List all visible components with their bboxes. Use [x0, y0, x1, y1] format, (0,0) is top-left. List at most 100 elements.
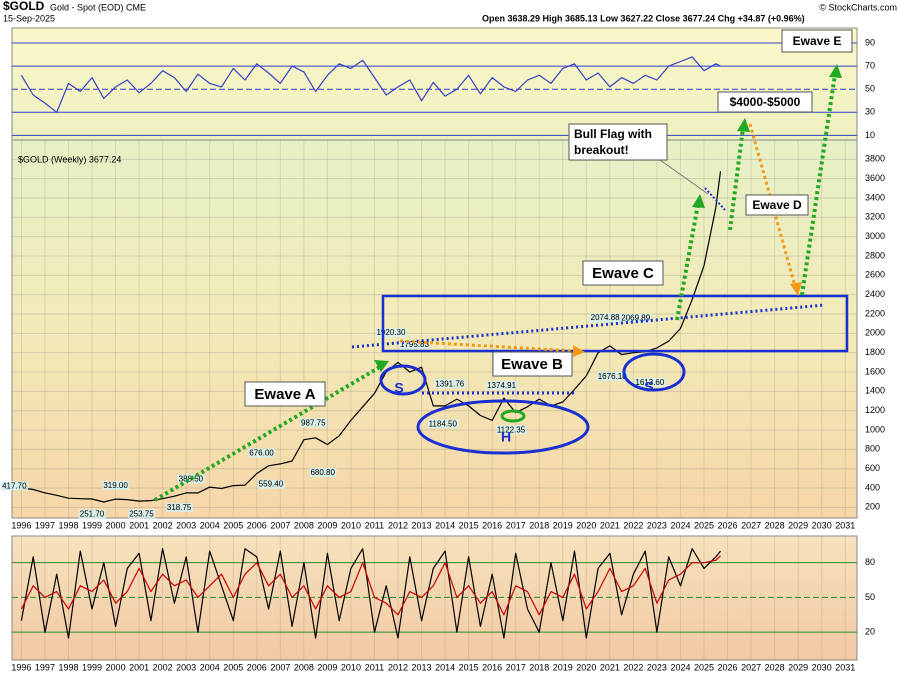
arrow-head: [374, 360, 389, 372]
y-tick-label: 600: [865, 463, 880, 473]
y-tick-label: 3200: [865, 212, 885, 222]
x-tick-label: 2025: [694, 520, 714, 530]
y-tick-label: 50: [865, 84, 875, 94]
price-label-bg: [165, 502, 193, 512]
price-label: 319.00: [103, 481, 128, 490]
pattern-label: S: [644, 379, 653, 395]
line: [20, 555, 721, 616]
annotation: $4000-$5000: [730, 95, 801, 109]
credit: © StockCharts.com: [819, 2, 897, 12]
annotation: Ewave A: [254, 386, 315, 403]
y-tick-label: 2000: [865, 328, 885, 338]
x-tick-label: 2021: [600, 520, 620, 530]
price-label-bg: [1, 481, 29, 491]
y-tick-label: 400: [865, 482, 880, 492]
symbol: $GOLD: [3, 0, 45, 13]
x-tick-label: 2000: [106, 520, 126, 530]
arrow: [399, 339, 576, 353]
x-tick-label: 2024: [670, 520, 690, 530]
x-tick-label: 2001: [129, 662, 149, 672]
price-label: 1676.10: [598, 372, 627, 381]
x-tick-label: 2019: [553, 662, 573, 672]
price-label-bg: [434, 379, 466, 389]
x-tick-label: 2024: [670, 662, 690, 672]
price-label: 417.70: [2, 481, 27, 490]
annotation: Ewave E: [793, 34, 842, 48]
price-label-bg: [620, 313, 652, 323]
x-tick-label: 2021: [600, 662, 620, 672]
price-label: 1613.60: [635, 378, 664, 387]
x-tick-label: 2028: [765, 520, 785, 530]
x-tick-label: 2008: [294, 662, 314, 672]
description: Gold - Spot (EOD) CME: [50, 2, 146, 12]
line: [21, 171, 722, 503]
x-tick-label: 2007: [270, 662, 290, 672]
arrow: [153, 365, 382, 502]
price-label: 1795.83: [400, 340, 429, 349]
y-tick-label: 50: [865, 592, 875, 602]
annotation: Bull Flag with: [574, 127, 652, 141]
arrow: [800, 73, 837, 296]
series-label: $GOLD (Weekly) 3677.24: [18, 154, 121, 164]
shoulder-ellipse: [622, 352, 686, 392]
x-tick-label: 2030: [812, 662, 832, 672]
x-tick-label: 2008: [294, 520, 314, 530]
x-tick-label: 2019: [553, 520, 573, 530]
line: [20, 56, 721, 113]
x-tick-label: 2020: [576, 520, 596, 530]
price-label: 2074.88: [591, 313, 620, 322]
x-tick-label: 2023: [647, 520, 667, 530]
flag-line: [704, 187, 726, 211]
x-tick-label: 2011: [365, 662, 384, 672]
annotation: breakout!: [574, 143, 629, 157]
x-tick-label: 2026: [718, 662, 738, 672]
label-box: [492, 351, 573, 377]
price-label-bg: [177, 474, 205, 484]
price-label-bg: [257, 479, 285, 489]
x-tick-label: 2027: [741, 520, 761, 530]
price-label-bg: [495, 425, 527, 435]
marker-ellipse: [500, 409, 526, 423]
x-tick-label: 2022: [623, 520, 643, 530]
shoulder-ellipse: [379, 364, 427, 396]
arrow: [675, 203, 700, 321]
x-tick-label: 2009: [317, 662, 337, 672]
price-label-bg: [128, 509, 156, 519]
x-tick-label: 2018: [529, 520, 549, 530]
x-tick-label: 2015: [459, 520, 479, 530]
y-tick-label: 10: [865, 130, 875, 140]
x-tick-label: 2016: [482, 662, 502, 672]
x-tick-label: 1996: [11, 662, 31, 672]
y-tick-label: 80: [865, 557, 875, 567]
price-label: 1391.76: [435, 379, 464, 388]
price-label: 559.40: [259, 480, 284, 489]
annotation: Ewave C: [592, 265, 654, 282]
neckline: [351, 303, 826, 349]
y-tick-label: 2200: [865, 308, 885, 318]
price-label: 253.75: [129, 509, 154, 518]
x-tick-label: 2016: [482, 520, 502, 530]
y-tick-label: 1400: [865, 386, 885, 396]
y-tick-label: 200: [865, 502, 880, 512]
annotation: Ewave D: [752, 198, 802, 212]
x-tick-label: 2001: [129, 520, 149, 530]
label-box: [745, 194, 809, 216]
line: [20, 548, 721, 639]
price-label: 1184.50: [429, 419, 458, 428]
x-tick-label: 1996: [11, 520, 31, 530]
x-tick-label: 1997: [35, 662, 55, 672]
wave-arrows: [153, 73, 837, 502]
label-box: [717, 91, 813, 113]
x-tick-label: 2007: [270, 520, 290, 530]
y-tick-label: 3800: [865, 154, 885, 164]
y-tick-label: 1000: [865, 424, 885, 434]
price-label-bg: [102, 480, 130, 490]
x-tick-label: 2012: [388, 520, 408, 530]
price-label-bg: [634, 377, 666, 387]
y-tick-label: 800: [865, 444, 880, 454]
arrow-head: [573, 345, 585, 357]
arrow-heads: [573, 282, 802, 357]
date: 15-Sep-2025: [3, 13, 55, 23]
x-tick-label: 2020: [576, 662, 596, 672]
